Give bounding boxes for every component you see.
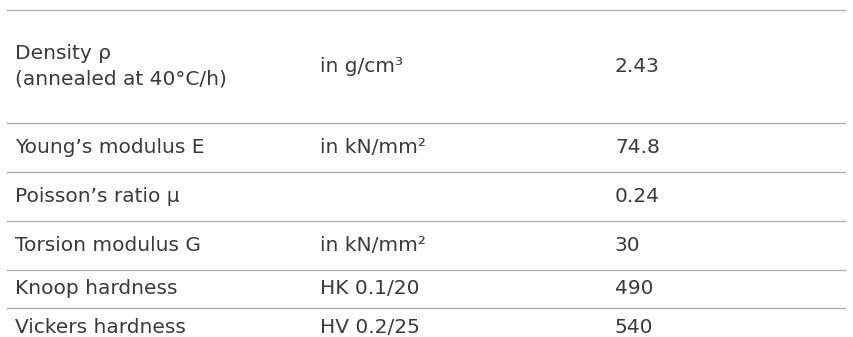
Text: 540: 540 [614, 318, 653, 337]
Text: 2.43: 2.43 [614, 57, 659, 76]
Text: 0.24: 0.24 [614, 187, 659, 206]
Text: HV 0.2/25: HV 0.2/25 [320, 318, 420, 337]
Text: (annealed at 40°C/h): (annealed at 40°C/h) [15, 70, 227, 89]
Text: 74.8: 74.8 [614, 138, 659, 157]
Text: HK 0.1/20: HK 0.1/20 [320, 279, 420, 299]
Text: in kN/mm²: in kN/mm² [320, 236, 426, 255]
Text: 490: 490 [614, 279, 653, 299]
Text: Knoop hardness: Knoop hardness [15, 279, 177, 299]
Text: Torsion modulus G: Torsion modulus G [15, 236, 201, 255]
Text: Young’s modulus E: Young’s modulus E [15, 138, 205, 157]
Text: Vickers hardness: Vickers hardness [15, 318, 186, 337]
Text: 30: 30 [614, 236, 640, 255]
Text: Poisson’s ratio μ: Poisson’s ratio μ [15, 187, 180, 206]
Text: in g/cm³: in g/cm³ [320, 57, 403, 76]
Text: in kN/mm²: in kN/mm² [320, 138, 426, 157]
Text: Density ρ: Density ρ [15, 44, 111, 63]
